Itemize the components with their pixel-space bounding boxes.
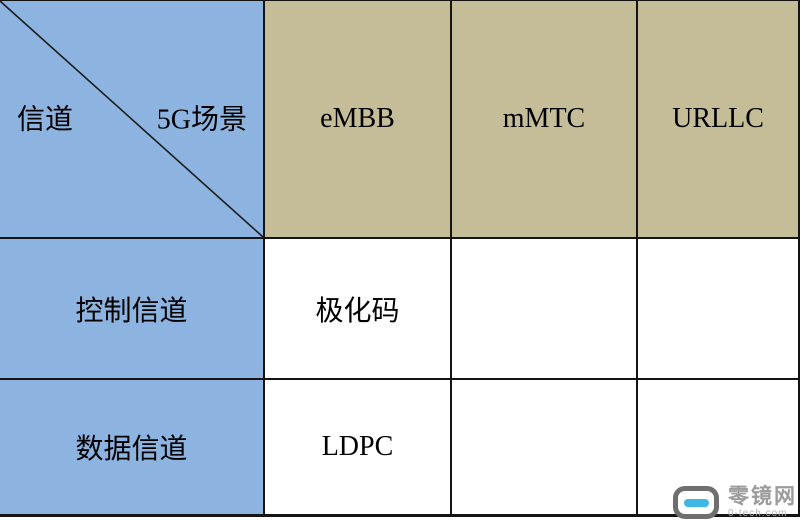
watermark-site-name: 零镜网 — [728, 485, 797, 508]
cell-control-mmtc — [452, 239, 636, 378]
watermark-text-block: 零镜网 0-tech.com — [728, 486, 797, 519]
cell-data-urllc — [638, 380, 798, 514]
diagonal-divider-line — [0, 1, 263, 237]
corner-column-axis-label: 5G场景 — [156, 104, 247, 136]
row-header-data-channel: 数据信道 — [0, 380, 263, 514]
cell-data-mmtc — [452, 380, 636, 514]
capsule-logo-icon — [673, 486, 719, 519]
corner-row-axis-label: 信道 — [17, 104, 74, 136]
column-header-mmtc: mMTC — [452, 1, 636, 237]
cell-control-urllc — [638, 239, 798, 378]
column-header-embb: eMBB — [265, 1, 450, 237]
row-header-control-channel: 控制信道 — [0, 239, 263, 378]
logo-pill-shape — [683, 498, 709, 507]
site-watermark: 零镜网 0-tech.com — [673, 486, 797, 519]
corner-cell: 信道 5G场景 — [0, 1, 263, 237]
watermark-site-domain: 0-tech.com — [728, 508, 788, 519]
cell-control-embb: 极化码 — [265, 239, 450, 378]
cell-data-embb: LDPC — [265, 380, 450, 514]
column-header-urllc: URLLC — [638, 1, 798, 237]
